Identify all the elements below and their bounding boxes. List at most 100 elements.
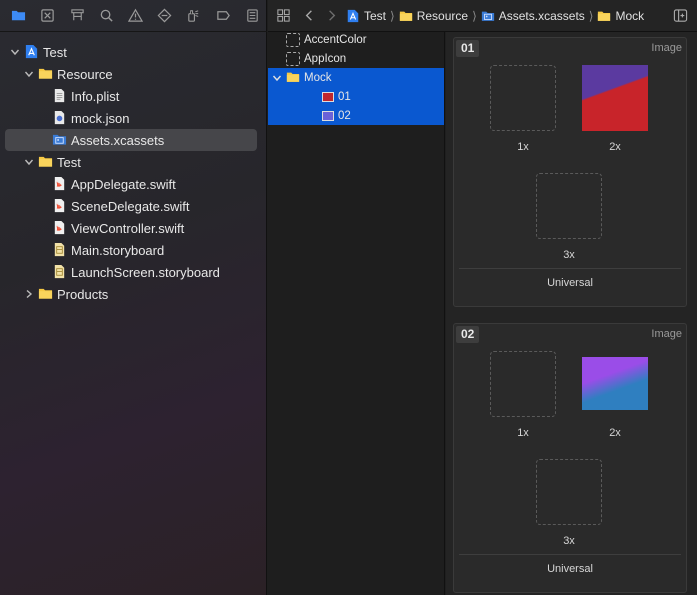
divider (459, 554, 681, 555)
jump-bar: Test ⟩ Resource ⟩ Assets.xcassets ⟩ Mock (268, 0, 697, 32)
folder-file-icon (38, 66, 53, 81)
forward-chevron-icon[interactable] (320, 1, 342, 31)
divider (459, 268, 681, 269)
asset-item-mock[interactable]: Mock (268, 68, 444, 87)
project-file-icon (24, 44, 39, 59)
image-set-name[interactable]: 02 (456, 326, 480, 343)
image-slot-2x[interactable] (582, 357, 648, 410)
tree-item-info-plist[interactable]: Info.plist (0, 85, 267, 107)
asset-item-label: AppIcon (304, 52, 347, 65)
asset-item-accentcolor[interactable]: AccentColor (268, 30, 444, 49)
tree-item-appdelegate-swift[interactable]: AppDelegate.swift (0, 173, 267, 195)
breadcrumb-resource[interactable]: Resource (399, 9, 468, 23)
breadcrumb-separator-icon: ⟩ (588, 8, 594, 23)
back-chevron-icon[interactable] (298, 1, 320, 31)
swift-file-icon (52, 198, 67, 213)
tree-item-label: Test (43, 44, 67, 60)
folder-icon (399, 9, 413, 23)
hierarchy-icon[interactable] (62, 1, 91, 31)
breakpoint-icon[interactable] (209, 1, 238, 31)
project-icon (346, 9, 360, 23)
breadcrumb-label: Assets.xcassets (498, 8, 585, 23)
tree-item-label: Products (57, 286, 109, 302)
image-slot-3x[interactable] (536, 459, 602, 525)
asset-item-01[interactable]: 01 (268, 87, 444, 106)
asset-item-appicon[interactable]: AppIcon (268, 49, 444, 68)
chevron-down-icon[interactable] (272, 73, 282, 83)
add-editor-icon[interactable] (665, 1, 695, 31)
asset-item-label: 01 (338, 90, 351, 103)
tree-item-mock-json[interactable]: mock.json (0, 107, 267, 129)
chevron-right-icon[interactable] (24, 289, 34, 299)
plist-file-icon (52, 88, 67, 103)
image-slot-label: 3x (563, 249, 575, 261)
breadcrumb-separator-icon: ⟩ (472, 8, 477, 23)
image-slot-3x[interactable] (536, 173, 602, 239)
chevron-down-icon[interactable] (24, 69, 34, 79)
file-tree: Test Resource Info.plist mock.json Assets.xc… (0, 41, 267, 305)
tree-item-launchscreen-storyboard[interactable]: LaunchScreen.storyboard (0, 261, 267, 283)
folder-icon (286, 70, 300, 84)
image-slot-label: 1x (517, 141, 529, 153)
tree-item-label: Resource (57, 66, 113, 82)
storyboard-file-icon (52, 242, 67, 257)
breadcrumb-separator-icon: ⟩ (390, 8, 395, 23)
tree-item-label: Assets.xcassets (71, 132, 165, 148)
tree-item-label: Main.storyboard (71, 242, 165, 258)
device-group-label: Universal (547, 277, 593, 289)
tree-item-label: LaunchScreen.storyboard (71, 264, 220, 280)
search-icon[interactable] (92, 1, 121, 31)
image-slot-1x[interactable] (490, 351, 556, 417)
chevron-down-icon[interactable] (24, 157, 34, 167)
color-set-icon (286, 32, 300, 47)
asset-item-02[interactable]: 02 (268, 106, 444, 125)
device-group-label: Universal (547, 563, 593, 575)
issue-warning-icon[interactable] (121, 1, 150, 31)
image-thumbnail-icon (322, 110, 334, 121)
grid-icon[interactable] (268, 1, 298, 31)
image-set-type: Image (651, 42, 682, 54)
tree-item-label: Info.plist (71, 88, 120, 104)
tree-item-viewcontroller-swift[interactable]: ViewController.swift (0, 217, 267, 239)
chevron-down-icon[interactable] (10, 47, 20, 57)
image-slot-2x[interactable] (582, 65, 648, 131)
tree-item-resource[interactable]: Resource (0, 63, 267, 85)
report-icon[interactable] (238, 1, 267, 31)
swift-file-icon (52, 176, 67, 191)
tree-item-label: mock.json (71, 110, 130, 126)
image-thumbnail-icon (322, 91, 334, 102)
breadcrumb-label: Mock (615, 8, 645, 23)
test-diamond-icon[interactable] (150, 1, 179, 31)
image-slot-label: 2x (609, 141, 621, 153)
folder-icon[interactable] (4, 1, 33, 31)
tree-item-products[interactable]: Products (0, 283, 267, 305)
app-icon-set-icon (286, 51, 300, 66)
asset-editor: Test ⟩ Resource ⟩ Assets.xcassets ⟩ Mock Accen… (268, 0, 697, 595)
debug-spray-icon[interactable] (179, 1, 208, 31)
storyboard-file-icon (52, 264, 67, 279)
image-set-name[interactable]: 01 (456, 40, 480, 57)
folder-file-icon (38, 286, 53, 301)
image-set-type: Image (651, 328, 682, 340)
source-control-icon[interactable] (33, 1, 62, 31)
image-set-detail: 01 Image 1x 2x 3x Universal 02 Image 1x 2x 3x Unive… (446, 32, 697, 595)
image-set-01[interactable]: 01 Image 1x 2x 3x Universal (453, 37, 687, 307)
navigator-toolbar (0, 0, 267, 32)
asset-item-label: AccentColor (304, 33, 367, 46)
breadcrumb-assets-xcassets[interactable]: Assets.xcassets (481, 9, 585, 23)
tree-item-label: SceneDelegate.swift (71, 198, 190, 214)
image-slot-label: 3x (563, 535, 575, 547)
tree-item-scenedelegate-swift[interactable]: SceneDelegate.swift (0, 195, 267, 217)
tree-item-assets-xcassets[interactable]: Assets.xcassets (0, 129, 267, 151)
breadcrumb: Test ⟩ Resource ⟩ Assets.xcassets ⟩ Mock (346, 9, 644, 23)
asset-item-label: 02 (338, 109, 351, 122)
tree-item-test[interactable]: Test (0, 41, 267, 63)
tree-item-label: AppDelegate.swift (71, 176, 176, 192)
tree-item-main-storyboard[interactable]: Main.storyboard (0, 239, 267, 261)
image-slot-1x[interactable] (490, 65, 556, 131)
tree-item-test[interactable]: Test (0, 151, 267, 173)
assets-icon (481, 9, 495, 23)
image-set-02[interactable]: 02 Image 1x 2x 3x Universal (453, 323, 687, 593)
breadcrumb-test[interactable]: Test (346, 9, 386, 23)
breadcrumb-mock[interactable]: Mock (597, 9, 644, 23)
